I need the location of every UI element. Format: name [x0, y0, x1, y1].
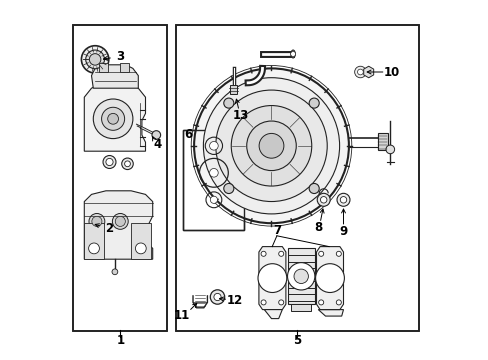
Text: 11: 11 [173, 309, 189, 322]
Circle shape [122, 158, 133, 170]
Bar [230, 85, 237, 94]
Text: 7: 7 [272, 224, 281, 237]
Polygon shape [316, 247, 343, 310]
Bar [183, 130, 244, 230]
Polygon shape [84, 191, 152, 259]
Circle shape [336, 251, 341, 256]
Polygon shape [258, 247, 285, 310]
Bar [131, 223, 151, 259]
Circle shape [215, 90, 326, 202]
Text: 8: 8 [313, 221, 322, 234]
Circle shape [81, 46, 108, 73]
Bar [84, 223, 104, 259]
Text: 12: 12 [226, 294, 242, 307]
Bar [377, 133, 387, 150]
Bar [291, 304, 310, 311]
Circle shape [357, 69, 363, 75]
Polygon shape [363, 66, 373, 78]
Circle shape [318, 251, 323, 256]
Circle shape [261, 251, 265, 256]
Text: 10: 10 [383, 66, 399, 78]
Circle shape [107, 113, 118, 124]
Circle shape [89, 54, 101, 65]
Bar [120, 63, 129, 72]
Circle shape [224, 184, 233, 194]
Circle shape [258, 264, 286, 292]
Circle shape [92, 216, 102, 226]
Circle shape [85, 50, 104, 69]
Circle shape [290, 51, 295, 57]
Circle shape [89, 213, 104, 229]
Text: 1: 1 [116, 334, 124, 347]
Circle shape [259, 134, 284, 158]
Text: 3: 3 [116, 50, 124, 63]
Circle shape [385, 145, 394, 154]
Circle shape [308, 184, 319, 194]
Bar [176, 25, 418, 331]
Circle shape [320, 197, 326, 203]
Circle shape [152, 131, 160, 139]
Circle shape [308, 98, 319, 108]
Circle shape [336, 300, 341, 305]
Ellipse shape [290, 50, 295, 58]
Text: 2: 2 [105, 222, 113, 235]
Circle shape [224, 98, 233, 108]
Circle shape [106, 158, 113, 166]
Circle shape [231, 105, 311, 186]
Text: 4: 4 [153, 138, 161, 150]
Text: 9: 9 [339, 225, 347, 238]
Circle shape [124, 161, 130, 167]
Polygon shape [84, 83, 145, 151]
Text: 5: 5 [292, 334, 300, 347]
Circle shape [354, 66, 366, 78]
Circle shape [315, 264, 344, 292]
Circle shape [246, 121, 296, 171]
Circle shape [115, 216, 125, 226]
Circle shape [213, 293, 221, 301]
Circle shape [194, 68, 348, 223]
Circle shape [135, 243, 146, 254]
Circle shape [209, 141, 218, 150]
Bar [183, 130, 244, 230]
Circle shape [112, 213, 128, 229]
Circle shape [340, 197, 346, 203]
Bar [176, 25, 418, 331]
Circle shape [93, 99, 133, 139]
Circle shape [318, 300, 323, 305]
Circle shape [88, 243, 99, 254]
Circle shape [287, 263, 314, 290]
Circle shape [112, 269, 118, 275]
Polygon shape [264, 310, 282, 319]
Circle shape [210, 290, 224, 304]
Circle shape [293, 269, 308, 284]
Bar [287, 248, 314, 304]
Polygon shape [318, 310, 343, 316]
Circle shape [209, 168, 218, 177]
Bar [99, 63, 107, 72]
Circle shape [317, 193, 329, 206]
Polygon shape [91, 65, 138, 88]
Circle shape [336, 193, 349, 206]
Circle shape [278, 251, 283, 256]
Circle shape [203, 78, 339, 214]
Circle shape [210, 196, 217, 203]
Text: 13: 13 [232, 109, 248, 122]
Bar [73, 25, 167, 331]
Circle shape [278, 300, 283, 305]
Circle shape [261, 300, 265, 305]
Bar [73, 25, 167, 331]
Circle shape [102, 107, 124, 130]
Text: 6: 6 [184, 129, 192, 141]
Circle shape [103, 156, 116, 168]
